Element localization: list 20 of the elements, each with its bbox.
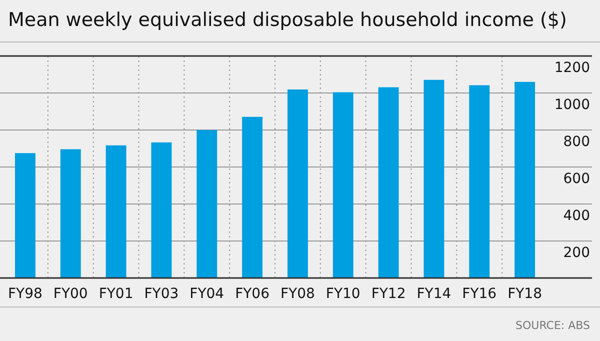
- chart-title: Mean weekly equivalised disposable household income ($): [8, 9, 567, 31]
- y-tick-label: 400: [563, 208, 590, 224]
- x-tick-label: FY04: [190, 286, 224, 302]
- x-tick-label: FY14: [416, 286, 452, 302]
- x-tick-label: FY98: [8, 286, 42, 302]
- y-tick-label: 200: [563, 245, 590, 261]
- y-tick-label: 1000: [554, 97, 590, 113]
- x-tick-label: FY10: [326, 286, 360, 302]
- y-tick-label: 800: [563, 134, 590, 150]
- x-tick-label: FY00: [53, 286, 88, 302]
- x-tick-label: FY03: [144, 286, 179, 302]
- x-tick-label: FY06: [235, 286, 270, 302]
- y-tick-label: 600: [563, 171, 590, 187]
- x-tick-label: FY16: [462, 286, 497, 302]
- source-note: SOURCE: ABS: [516, 319, 590, 332]
- x-tick-label: FY12: [371, 286, 406, 302]
- y-tick-label: 1200: [554, 60, 590, 76]
- x-tick-label: FY01: [98, 286, 134, 302]
- x-tick-label: FY18: [508, 286, 542, 302]
- x-tick-label: FY08: [280, 286, 315, 302]
